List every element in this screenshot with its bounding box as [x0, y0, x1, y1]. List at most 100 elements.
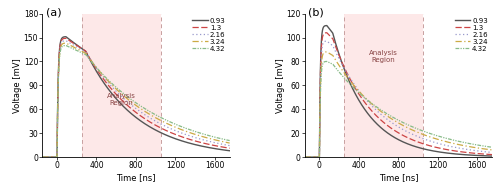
0.93 — [74, 43, 80, 46]
4.32 — [179, 126, 185, 128]
0.93 — [441, 152, 447, 154]
3.24 — [74, 47, 80, 50]
Y-axis label: Voltage [mV]: Voltage [mV] — [275, 58, 285, 113]
Text: (b): (b) — [308, 7, 324, 17]
3.24 — [324, 51, 330, 53]
4.32 — [193, 131, 199, 133]
3.24 — [111, 86, 117, 88]
1.3 — [324, 32, 330, 34]
0.93 — [373, 122, 379, 124]
Line: 3.24: 3.24 — [42, 43, 230, 157]
1.3 — [441, 148, 447, 150]
2.16 — [193, 137, 199, 139]
1.3 — [111, 91, 117, 93]
3.24 — [179, 129, 185, 131]
2.16 — [456, 147, 462, 149]
2.16 — [414, 135, 420, 137]
3.24 — [302, 156, 308, 158]
X-axis label: Time [ns]: Time [ns] — [379, 173, 418, 182]
Text: Analysis
Region: Analysis Region — [369, 50, 398, 63]
2.16 — [161, 125, 167, 127]
1.3 — [152, 124, 158, 126]
4.32 — [302, 156, 308, 158]
0.93 — [335, 52, 341, 55]
Line: 0.93: 0.93 — [42, 37, 230, 157]
0.93 — [324, 24, 330, 27]
0.93 — [193, 144, 199, 146]
2.16 — [39, 156, 45, 158]
2.16 — [152, 120, 158, 122]
Line: 2.16: 2.16 — [305, 41, 492, 157]
0.93 — [63, 36, 69, 38]
4.32 — [456, 140, 462, 143]
3.24 — [414, 131, 420, 133]
0.93 — [227, 150, 233, 152]
2.16 — [373, 109, 379, 111]
4.32 — [441, 137, 447, 139]
0.93 — [39, 156, 45, 158]
3.24 — [335, 64, 341, 66]
Y-axis label: Voltage [mV]: Voltage [mV] — [13, 58, 22, 113]
0.93 — [152, 128, 158, 131]
3.24 — [152, 116, 158, 118]
Bar — [344, 14, 423, 157]
4.32 — [414, 128, 420, 130]
1.3 — [161, 128, 167, 131]
3.24 — [193, 134, 199, 136]
Line: 4.32: 4.32 — [305, 61, 492, 157]
0.93 — [456, 153, 462, 155]
0.93 — [179, 140, 185, 142]
Bar — [82, 14, 161, 157]
1.3 — [74, 44, 80, 46]
2.16 — [227, 145, 233, 147]
4.32 — [111, 84, 117, 87]
1.3 — [179, 136, 185, 138]
1.3 — [489, 153, 495, 156]
0.93 — [111, 95, 117, 97]
1.3 — [373, 114, 379, 117]
2.16 — [74, 46, 80, 48]
2.16 — [302, 156, 308, 158]
Line: 1.3: 1.3 — [42, 38, 230, 157]
0.93 — [423, 148, 429, 151]
4.32 — [227, 139, 233, 142]
3.24 — [423, 135, 429, 137]
1.3 — [39, 156, 45, 158]
1.3 — [302, 156, 308, 158]
Legend: 0.93, 1.3, 2.16, 3.24, 4.32: 0.93, 1.3, 2.16, 3.24, 4.32 — [192, 17, 226, 53]
2.16 — [111, 88, 117, 90]
1.3 — [456, 150, 462, 153]
1.3 — [423, 144, 429, 146]
4.32 — [74, 49, 80, 51]
1.3 — [227, 147, 233, 149]
4.32 — [152, 113, 158, 115]
Line: 3.24: 3.24 — [305, 52, 492, 157]
Line: 1.3: 1.3 — [305, 33, 492, 157]
1.3 — [414, 140, 420, 143]
3.24 — [63, 42, 69, 44]
4.32 — [423, 131, 429, 133]
Text: (a): (a) — [46, 7, 62, 17]
1.3 — [193, 140, 199, 142]
1.3 — [63, 37, 69, 39]
0.93 — [489, 155, 495, 157]
Line: 4.32: 4.32 — [42, 45, 230, 157]
4.32 — [489, 146, 495, 148]
4.32 — [39, 156, 45, 158]
0.93 — [414, 146, 420, 148]
3.24 — [161, 121, 167, 123]
4.32 — [161, 118, 167, 120]
0.93 — [161, 133, 167, 135]
Line: 0.93: 0.93 — [305, 26, 492, 157]
2.16 — [324, 40, 330, 42]
3.24 — [456, 143, 462, 146]
2.16 — [441, 144, 447, 146]
2.16 — [179, 132, 185, 134]
2.16 — [63, 40, 69, 42]
2.16 — [335, 57, 341, 59]
3.24 — [489, 149, 495, 151]
4.32 — [373, 106, 379, 108]
3.24 — [39, 156, 45, 158]
3.24 — [441, 140, 447, 142]
3.24 — [227, 142, 233, 144]
